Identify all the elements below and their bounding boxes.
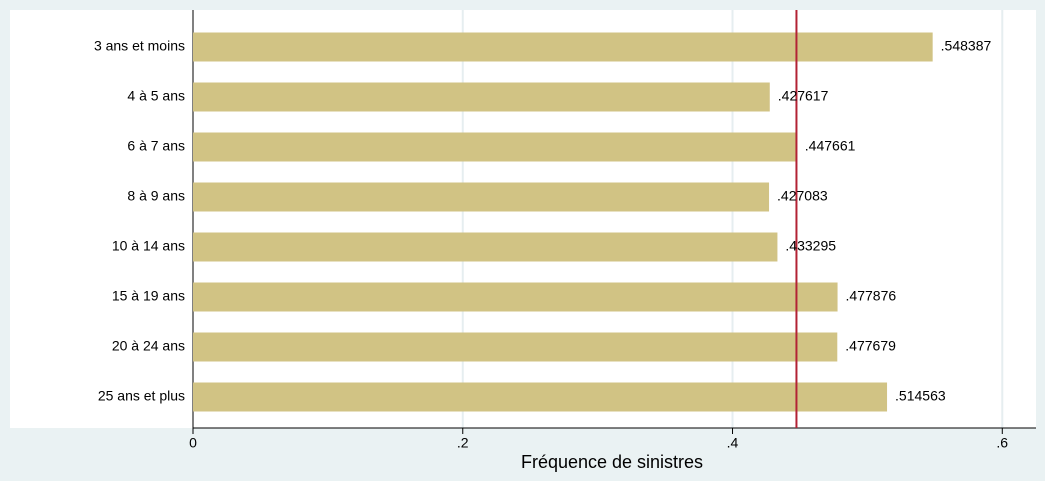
y-tick-label: 3 ans et moins	[94, 38, 185, 54]
value-label: .447661	[805, 138, 856, 154]
bar	[193, 182, 770, 212]
value-label: .433295	[785, 238, 836, 254]
bar	[193, 382, 888, 412]
value-label: .477876	[846, 288, 897, 304]
y-tick-label: 6 à 7 ans	[127, 138, 185, 154]
value-label: .548387	[941, 38, 992, 54]
bar	[193, 132, 797, 162]
value-label: .427083	[777, 188, 828, 204]
bar	[193, 32, 933, 62]
y-tick-label: 8 à 9 ans	[127, 188, 185, 204]
y-tick-label: 10 à 14 ans	[112, 238, 185, 254]
bar	[193, 332, 838, 362]
y-tick-label: 4 à 5 ans	[127, 88, 185, 104]
bar	[193, 82, 770, 112]
x-tick-label: .4	[727, 435, 739, 451]
value-label: .514563	[895, 388, 946, 404]
value-label: .477679	[845, 338, 896, 354]
bar	[193, 282, 838, 312]
x-tick-label: .6	[996, 435, 1008, 451]
y-tick-label: 25 ans et plus	[98, 388, 185, 404]
y-tick-label: 15 à 19 ans	[112, 288, 185, 304]
plot-region	[10, 10, 1036, 428]
value-label: .427617	[778, 88, 829, 104]
y-tick-label: 20 à 24 ans	[112, 338, 185, 354]
x-tick-label: .2	[457, 435, 469, 451]
bar	[193, 232, 778, 262]
x-axis-title: Fréquence de sinistres	[521, 452, 703, 472]
x-tick-label: 0	[189, 435, 197, 451]
